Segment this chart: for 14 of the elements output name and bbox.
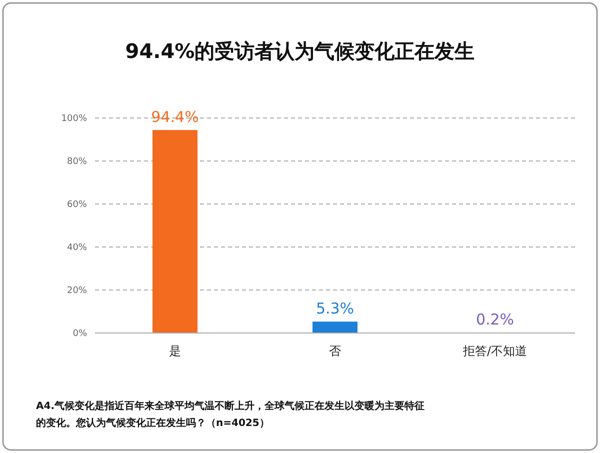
data-label: 5.3%: [316, 300, 354, 318]
chart-title: 94.4%的受访者认为气候变化正在发生: [125, 39, 475, 63]
y-tick-label: 100%: [61, 114, 88, 124]
data-label: 94.4%: [151, 108, 199, 126]
y-tick-label: 60%: [66, 200, 88, 210]
y-tick-label: 80%: [66, 157, 88, 167]
data-label: 0.2%: [476, 310, 514, 329]
x-tick-label: 是: [169, 344, 181, 358]
text: A4.气候变化是指近百年来全球平均气温不断上升，全球气候正在发生以变暖为主要特征的变化。您认为气候变化正在发生吗？（n=4025）: [36, 399, 426, 431]
y-tick-label: 0%: [72, 329, 88, 339]
y-tick-label: 40%: [66, 243, 88, 253]
y-tick-label: 20%: [66, 286, 88, 296]
x-tick-label: 否: [329, 344, 341, 358]
x-tick-label: 拒答/不知道: [462, 344, 528, 358]
